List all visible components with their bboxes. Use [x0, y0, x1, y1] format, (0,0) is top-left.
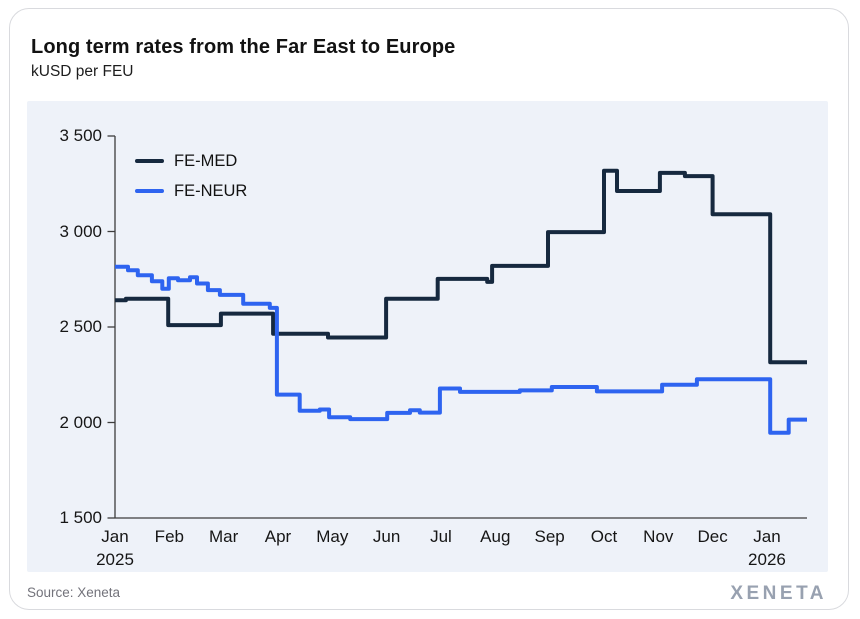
source-attribution: Source: Xeneta	[27, 585, 121, 600]
x-tick-label: Sep	[534, 527, 565, 546]
legend-entry-fe-med: FE-MED	[135, 146, 247, 176]
series-line-fe-med	[115, 168, 809, 365]
x-tick-label: May	[316, 527, 349, 546]
y-tick-label: 2 000	[59, 412, 102, 432]
legend-label-fe-med: FE-MED	[174, 151, 238, 170]
xeneta-logo: XENETA	[730, 583, 827, 604]
x-tick-label: Aug	[480, 527, 511, 546]
legend: FE-MED FE-NEUR	[135, 146, 247, 206]
x-tick-label: Feb	[154, 527, 184, 546]
y-tick-label: 2 500	[59, 317, 102, 336]
x-tick-label: Dec	[697, 527, 728, 546]
fe-neur-line-swatch	[135, 189, 164, 193]
legend-label-fe-neur: FE-NEUR	[174, 181, 248, 200]
x-tick-label: Oct	[590, 527, 618, 546]
series-line-fe-neur	[115, 264, 809, 435]
axes	[107, 135, 807, 519]
x-tick-label: Jan	[101, 527, 129, 546]
page-title: Long term rates from the Far East to Eur…	[31, 36, 456, 58]
x-tick-label: Apr	[264, 527, 292, 546]
x-tick-label: Jan	[753, 527, 781, 546]
y-tick-label: 3 000	[59, 221, 102, 241]
series-lines	[115, 168, 809, 435]
x-tick-label: Jul	[430, 527, 452, 546]
x-year-label: 2025	[96, 550, 134, 569]
x-year-label: 2026	[748, 550, 786, 569]
y-tick-label: 3 500	[59, 126, 102, 145]
x-tick-label: Mar	[209, 527, 239, 546]
y-tick-label: 1 500	[59, 508, 102, 527]
plot-area	[27, 101, 828, 572]
chart-units-subtitle: kUSD per FEU	[31, 63, 134, 80]
x-tick-label: Nov	[643, 527, 674, 546]
x-tick-label: Jun	[372, 527, 401, 546]
legend-entry-fe-neur: FE-NEUR	[135, 176, 247, 206]
fe-med-line-swatch	[135, 159, 164, 163]
